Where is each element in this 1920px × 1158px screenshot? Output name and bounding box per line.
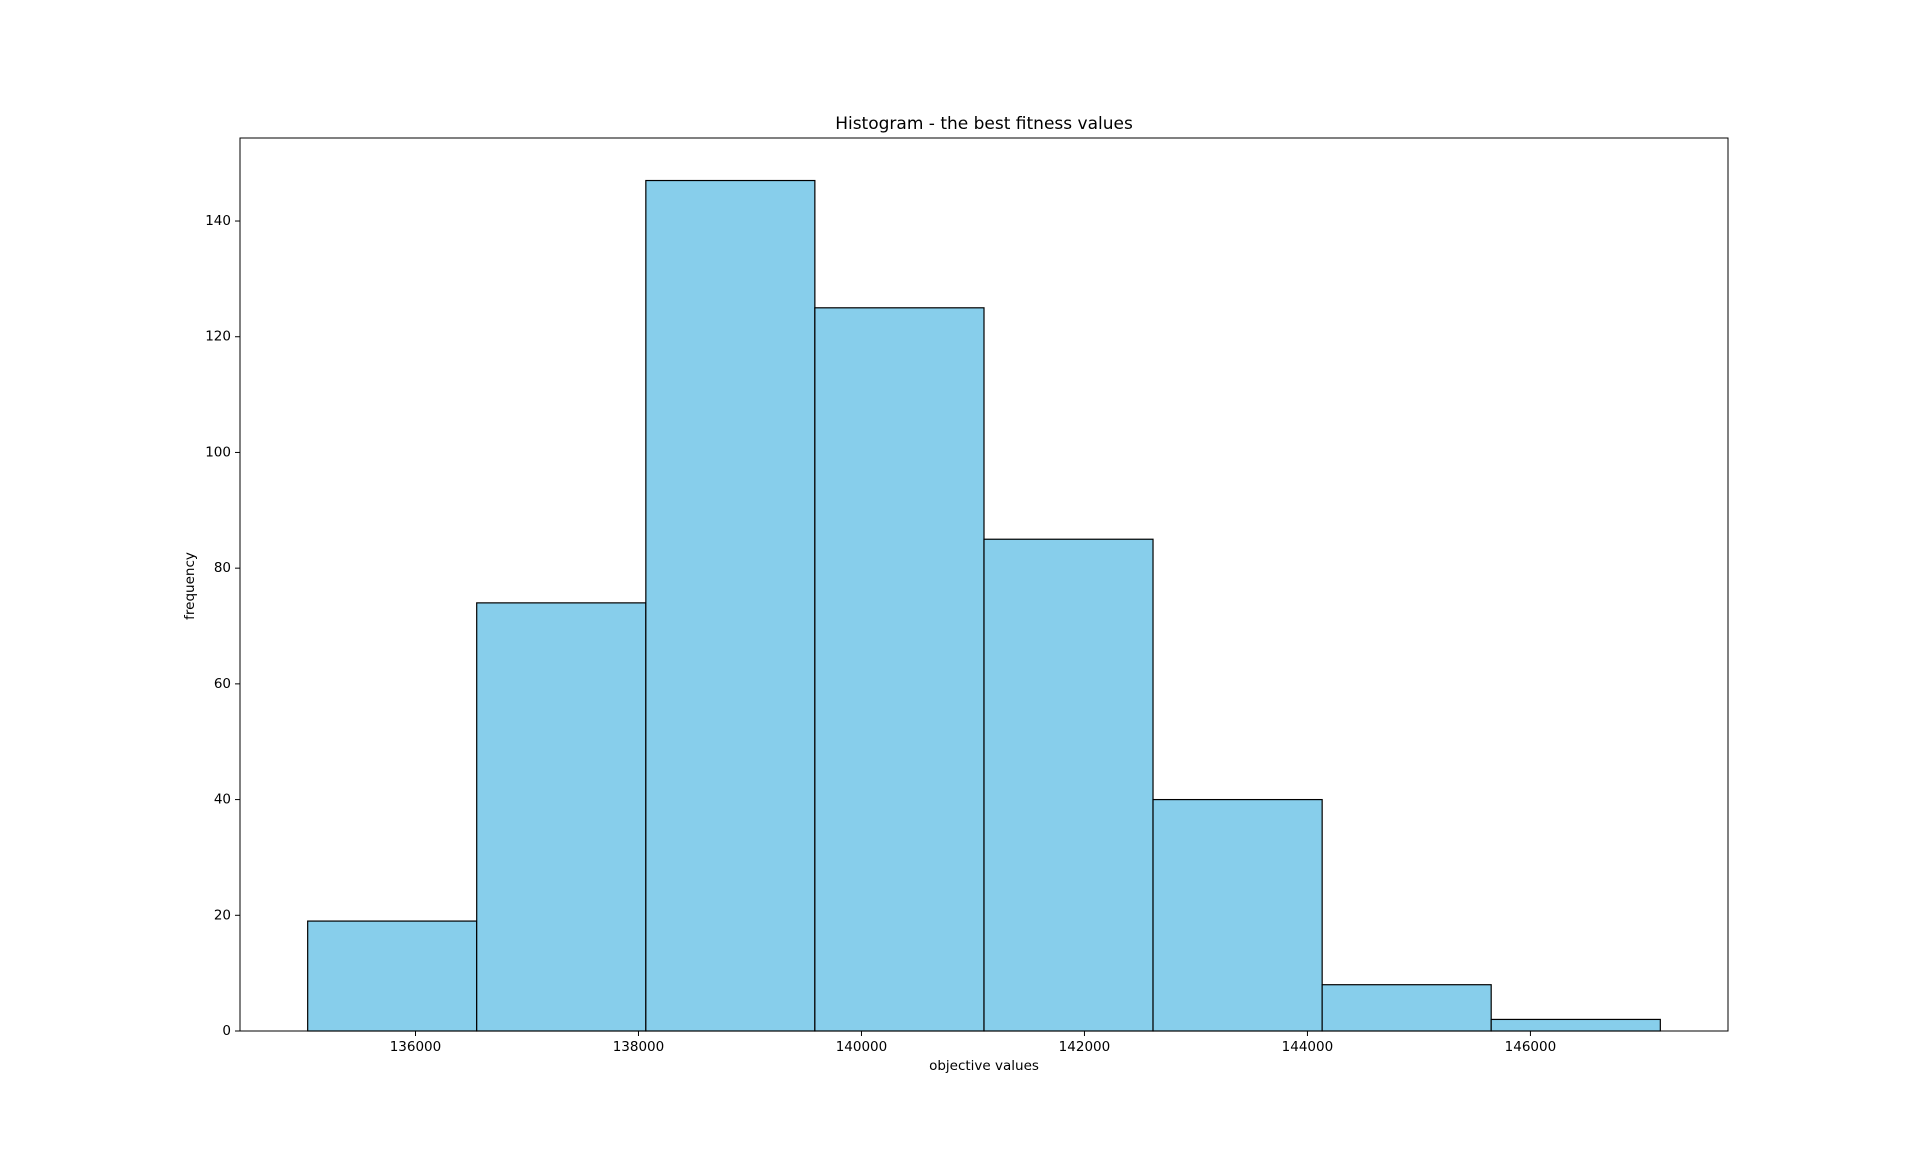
x-axis-label: objective values [929, 1058, 1039, 1074]
bar [476, 602, 647, 1032]
y-tick-label: 60 [214, 676, 231, 692]
bar [645, 179, 816, 1032]
bar [983, 538, 1154, 1032]
bar [1152, 798, 1323, 1032]
y-tick-label: 80 [214, 560, 231, 576]
x-tick-label: 136000 [390, 1039, 442, 1055]
x-tick-label: 146000 [1505, 1039, 1557, 1055]
y-tick-label: 140 [205, 213, 231, 229]
bar [1490, 1018, 1661, 1032]
x-tick-label: 142000 [1059, 1039, 1111, 1055]
x-tick-label: 140000 [836, 1039, 888, 1055]
x-tick-label: 138000 [613, 1039, 665, 1055]
y-tick-label: 20 [214, 907, 231, 923]
bar [1321, 984, 1492, 1032]
y-tick-label: 0 [222, 1023, 231, 1039]
y-axis-label: frequency [182, 552, 198, 620]
y-tick-label: 120 [205, 329, 231, 345]
bar [307, 920, 478, 1032]
plot-frame [239, 137, 1729, 1032]
chart-title: Histogram - the best fitness values [835, 114, 1133, 134]
bar [814, 307, 985, 1032]
y-tick-label: 100 [205, 444, 231, 460]
x-tick-label: 144000 [1282, 1039, 1334, 1055]
y-tick-label: 40 [214, 792, 231, 808]
